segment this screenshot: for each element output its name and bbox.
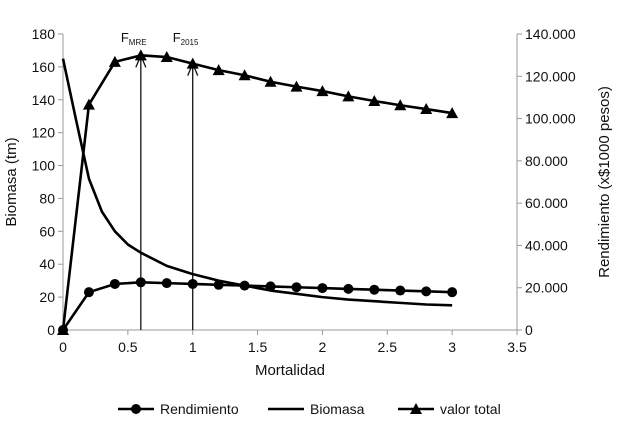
data-point (368, 95, 381, 107)
x-axis-label: Mortalidad (255, 362, 325, 379)
annotation-label: FMRE (121, 30, 147, 47)
y-tick-label: 180 (32, 26, 56, 42)
data-point (83, 287, 94, 298)
x-tick-label: 0 (59, 339, 67, 355)
y2-tick-label: 0 (525, 322, 533, 338)
data-point (186, 57, 199, 69)
data-point (369, 284, 380, 295)
legend-label: Rendimiento (160, 401, 239, 417)
legend-label: Biomasa (310, 401, 365, 417)
data-point (290, 80, 303, 92)
data-point (395, 285, 406, 296)
data-point (421, 286, 432, 297)
y2-axis-label: Rendimiento (x$1000 pesos) (596, 86, 613, 278)
data-point (187, 278, 198, 289)
data-point (317, 283, 328, 294)
y-tick-label: 20 (39, 289, 55, 305)
data-point (342, 90, 355, 102)
y-tick-label: 100 (32, 158, 56, 174)
legend-marker (410, 403, 422, 414)
y-axis-label: Biomasa (tm) (3, 137, 20, 226)
data-point (343, 283, 354, 294)
y2-tick-label: 40.000 (525, 237, 568, 253)
data-point (134, 49, 147, 61)
y2-tick-label: 80.000 (525, 153, 568, 169)
y2-tick-label: 60.000 (525, 195, 568, 211)
data-point (447, 287, 458, 298)
series-line-biomasa (61, 58, 453, 307)
data-point (291, 282, 302, 293)
annotation-label: F2015 (173, 30, 199, 47)
x-tick-label: 1.5 (248, 339, 268, 355)
data-point (135, 277, 146, 288)
data-point (161, 278, 172, 289)
data-point (264, 75, 277, 87)
y-tick-label: 120 (32, 125, 56, 141)
series-line-valor-total (61, 54, 453, 331)
series-line-rendimiento (61, 281, 453, 331)
data-point (316, 85, 329, 97)
y-tick-label: 140 (32, 92, 56, 108)
data-point (108, 55, 121, 67)
x-tick-label: 3 (448, 339, 456, 355)
annotation-subscript: MRE (129, 38, 147, 47)
y2-tick-label: 20.000 (525, 280, 568, 296)
data-point (82, 98, 95, 110)
x-tick-label: 0.5 (118, 339, 138, 355)
x-tick-label: 3.5 (507, 339, 527, 355)
legend-label: valor total (440, 401, 501, 417)
data-point (394, 99, 407, 111)
data-point (420, 103, 433, 115)
y-tick-label: 160 (32, 59, 56, 75)
y-tick-label: 80 (39, 190, 55, 206)
y2-tick-label: 100.000 (525, 111, 576, 127)
y-tick-label: 0 (47, 322, 55, 338)
data-point (160, 51, 173, 63)
x-tick-label: 1 (189, 339, 197, 355)
data-point (109, 278, 120, 289)
data-point (212, 64, 225, 76)
y-tick-label: 40 (39, 256, 55, 272)
data-point (238, 69, 251, 81)
legend-marker (131, 404, 141, 414)
y-tick-label: 60 (39, 223, 55, 239)
data-point (446, 107, 459, 119)
x-tick-label: 2.5 (378, 339, 398, 355)
legend: Rendimiento Biomasa valor total (118, 401, 501, 417)
y2-tick-label: 120.000 (525, 68, 576, 84)
y2-tick-label: 140.000 (525, 26, 576, 42)
annotation-subscript: 2015 (181, 38, 199, 47)
x-tick-label: 2 (319, 339, 327, 355)
data-point (57, 324, 69, 335)
